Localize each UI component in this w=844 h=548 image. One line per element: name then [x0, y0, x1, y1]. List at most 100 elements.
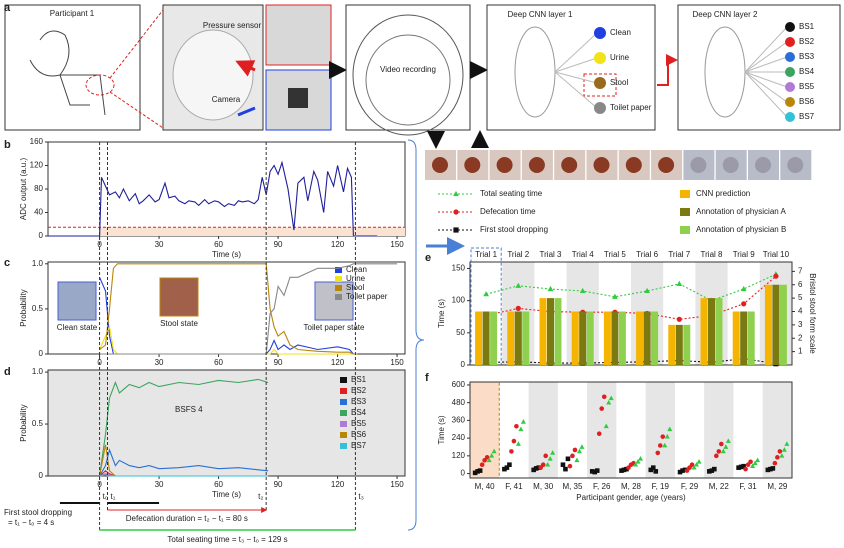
point — [709, 468, 715, 473]
bar — [482, 311, 490, 365]
point — [515, 441, 521, 446]
x-tick-label: 60 — [214, 358, 223, 367]
inset-photo — [159, 277, 199, 317]
point — [489, 453, 495, 458]
point — [736, 465, 741, 470]
series-line — [485, 273, 777, 302]
legend-label: BS1 — [351, 375, 367, 384]
bar — [603, 311, 611, 365]
bar — [700, 298, 708, 365]
frame-content — [593, 157, 610, 173]
y-axis-label: Probability — [19, 404, 28, 441]
point — [504, 465, 510, 470]
bar — [571, 311, 579, 365]
connector — [744, 71, 788, 88]
zoom-line — [109, 91, 164, 129]
bar — [747, 311, 755, 365]
frame-content — [625, 157, 642, 173]
plot-frame — [469, 261, 793, 366]
series-line — [99, 263, 358, 355]
point — [680, 468, 685, 473]
point — [707, 469, 712, 474]
cnn2-box — [677, 4, 841, 131]
point — [694, 461, 700, 467]
point — [664, 433, 670, 439]
x-tick-label: 120 — [331, 358, 345, 367]
signal-line — [48, 160, 378, 237]
point — [714, 453, 719, 459]
category-label: Trial 3 — [540, 250, 562, 259]
point — [676, 280, 683, 286]
class-label: BS7 — [799, 112, 815, 121]
legend-swatch — [340, 443, 347, 449]
y-tick-label: 160 — [30, 137, 44, 146]
frame-content — [658, 157, 675, 173]
participant-sketch — [29, 30, 106, 116]
class-label: BS2 — [799, 37, 815, 46]
legend-swatch — [335, 285, 342, 291]
y-tick-label: 120 — [30, 161, 44, 170]
legend-swatch — [335, 276, 342, 282]
category-label: Trial 2 — [507, 250, 529, 259]
point — [662, 442, 668, 448]
bar — [554, 298, 562, 365]
class-node — [785, 97, 795, 107]
point — [691, 464, 697, 470]
point — [667, 426, 673, 432]
y-tick-label: 2 — [798, 333, 803, 342]
series-line — [485, 275, 777, 320]
class-label: Stool — [610, 78, 628, 87]
panel-label: f — [425, 372, 429, 384]
camera-arrow — [237, 106, 256, 117]
zoom-circle — [85, 74, 115, 96]
point — [621, 467, 627, 473]
point — [547, 285, 554, 292]
legend-label: BS4 — [351, 408, 367, 417]
point — [648, 467, 654, 473]
x-tick-label: 150 — [390, 480, 404, 489]
point — [644, 287, 650, 294]
bar — [579, 311, 587, 365]
x-axis-label: Participant gender, age (years) — [576, 493, 686, 502]
x-tick-label: 30 — [155, 480, 164, 489]
category-label: M, 28 — [621, 482, 642, 491]
frame-content — [722, 157, 739, 173]
panel-label: a — [4, 2, 11, 14]
category-label: Trial 8 — [701, 250, 723, 259]
sensor-arrow — [235, 60, 256, 77]
connector — [554, 71, 598, 84]
point — [491, 448, 497, 454]
class-node — [785, 37, 795, 47]
point — [773, 273, 779, 279]
y-axis-label: Time (s) — [437, 415, 446, 444]
point — [579, 287, 586, 294]
point — [779, 453, 785, 458]
stool-highlight — [583, 73, 617, 97]
seat-shape — [172, 29, 254, 121]
bar — [740, 311, 748, 365]
y-tick-label: 360 — [452, 416, 466, 425]
point — [563, 466, 568, 472]
bar — [651, 311, 659, 365]
time-marker-label: t₂ — [258, 492, 263, 501]
bar — [732, 311, 740, 365]
y-tick-label: 7 — [798, 266, 803, 275]
bar — [675, 324, 683, 365]
time-marker-label: t₁ — [111, 492, 116, 501]
class-label: Urine — [610, 53, 630, 62]
point — [543, 453, 548, 459]
class-label: BS3 — [799, 52, 815, 61]
band — [587, 382, 617, 478]
point — [547, 456, 553, 461]
category-label: M, 22 — [709, 482, 730, 491]
point — [723, 444, 729, 449]
bowl-outline — [352, 14, 464, 136]
point — [507, 462, 512, 468]
bar — [779, 284, 787, 365]
category-label: F, 29 — [681, 482, 699, 491]
y-tick-label: 4 — [798, 307, 803, 316]
series-line — [99, 277, 358, 355]
y-tick-label: 600 — [452, 380, 466, 389]
point — [475, 469, 480, 474]
